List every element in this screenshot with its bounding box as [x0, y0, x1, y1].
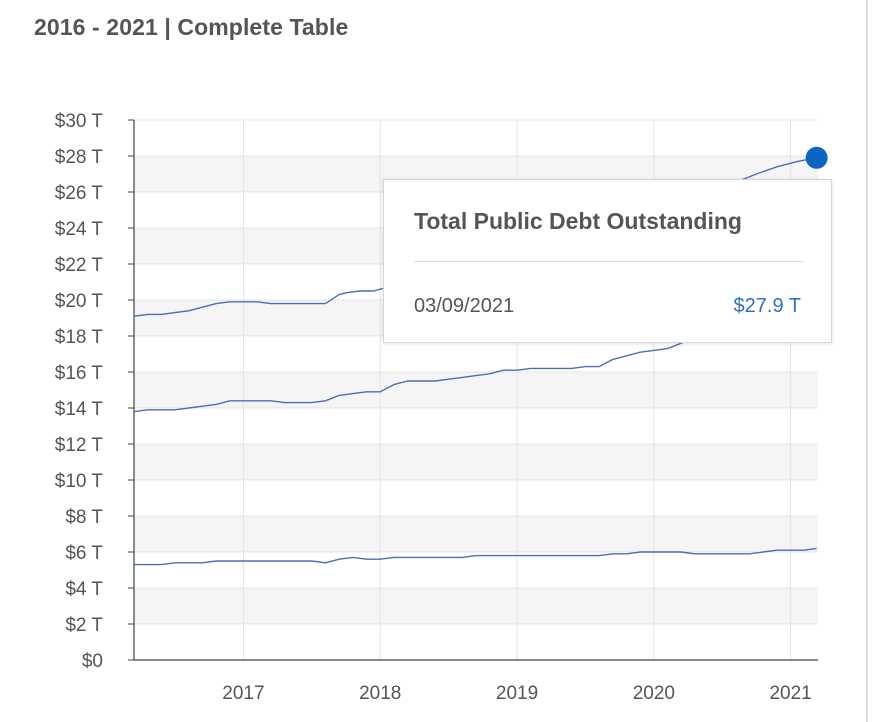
tooltip-card: Total Public Debt Outstanding 03/09/2021… [383, 179, 832, 343]
y-tick-label: $22 T [55, 255, 104, 276]
x-tick-label: 2018 [359, 683, 401, 704]
x-tick-label: 2017 [222, 683, 264, 704]
series-line-3 [134, 547, 817, 566]
y-tick-label: $2 T [65, 615, 103, 636]
y-tick-label: $4 T [65, 579, 103, 600]
panel-divider [866, 0, 868, 722]
grid-band [134, 588, 818, 624]
y-tick-label: $6 T [65, 543, 103, 564]
grid-band [134, 372, 818, 408]
y-tick-label: $26 T [55, 183, 104, 204]
y-tick-label: $10 T [55, 471, 104, 492]
tooltip-date: 03/09/2021 [414, 295, 515, 317]
highlight-point-marker [805, 146, 828, 169]
tooltip-divider [414, 261, 803, 262]
tooltip-value: $27.9 T [733, 295, 801, 317]
y-tick-label: $14 T [55, 399, 104, 420]
y-tick-label: $24 T [55, 219, 104, 240]
y-tick-label: $0 [82, 651, 103, 672]
y-tick-label: $20 T [55, 291, 104, 312]
y-tick-label: $8 T [65, 507, 103, 528]
page-title: 2016 - 2021 | Complete Table [34, 14, 349, 40]
x-tick-label: 2019 [496, 683, 538, 704]
series-line-2 [133, 338, 689, 413]
y-tick-label: $18 T [55, 327, 104, 348]
x-tick-label: 2021 [769, 683, 811, 704]
tooltip-title: Total Public Debt Outstanding [414, 208, 742, 234]
y-tick-label: $28 T [55, 147, 104, 168]
y-tick-label: $16 T [55, 363, 104, 384]
y-tick-label: $30 T [55, 111, 104, 132]
y-tick-label: $12 T [55, 435, 104, 456]
x-tick-label: 2020 [633, 683, 675, 704]
grid-band [134, 444, 818, 480]
grid-band [134, 516, 818, 552]
